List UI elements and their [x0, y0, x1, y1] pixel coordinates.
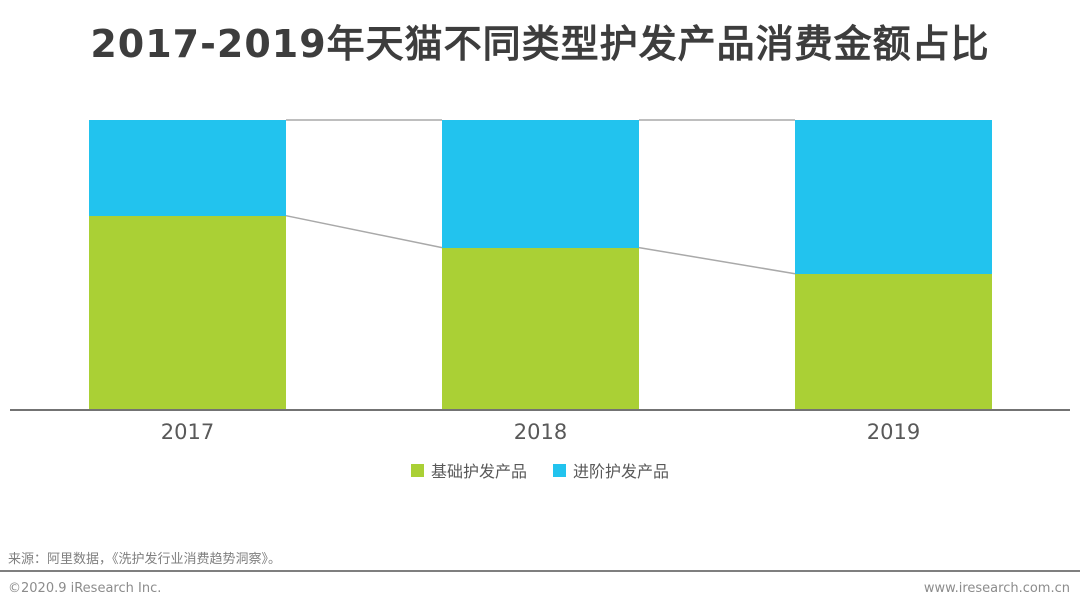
legend-label: 基础护发产品	[430, 462, 527, 481]
x-tick-label: 2017	[160, 420, 215, 444]
footer-bar: ©2020.9 iResearch Inc. www.iresearch.com…	[8, 581, 1070, 596]
copyright-text: ©2020.9 iResearch Inc.	[8, 581, 162, 596]
legend: 基础护发产品 进阶护发产品	[0, 458, 1080, 482]
legend-item: 进阶护发产品	[553, 458, 669, 482]
x-axis-line	[10, 409, 1070, 411]
legend-swatch-icon	[410, 463, 424, 477]
source-note: 来源：阿里数据，《洗护发行业消费趋势洞察》。	[8, 552, 282, 567]
legend-label: 进阶护发产品	[573, 462, 670, 481]
legend-swatch-icon	[553, 463, 566, 477]
bar-segment-advanced-haircare	[795, 120, 992, 274]
legend-item: 基础护发产品	[410, 458, 527, 482]
divider-line	[0, 570, 1080, 572]
bar-segment-basic-haircare	[795, 274, 992, 410]
x-tick-label: 2018	[513, 420, 568, 444]
chart-title: 2017-2019年天猫不同类型护发产品消费金额占比	[90, 22, 990, 66]
x-tick-label: 2019	[866, 420, 921, 444]
website-url: www.iresearch.com.cn	[923, 581, 1070, 596]
bar-segment-basic-haircare	[442, 248, 639, 410]
bar-segment-basic-haircare	[89, 216, 286, 410]
bar-segment-advanced-haircare	[89, 120, 286, 216]
bar-segment-advanced-haircare	[442, 120, 639, 248]
